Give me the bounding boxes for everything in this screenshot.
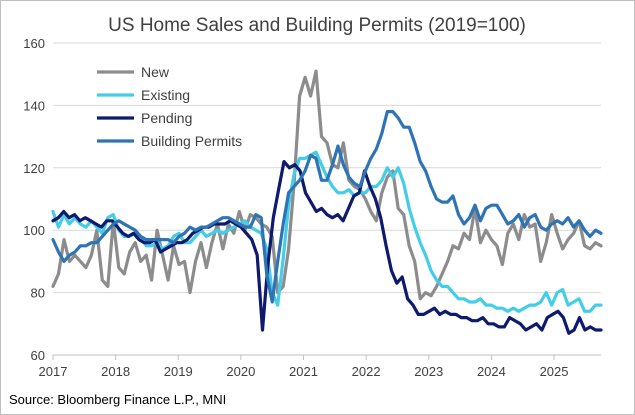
y-tick-label: 80 (31, 286, 45, 301)
x-tick-label: 2023 (414, 364, 443, 379)
y-tick-label: 140 (23, 98, 45, 113)
series-lines (51, 69, 603, 335)
legend: New Existing Pending Building Permits (97, 64, 242, 149)
legend-label-building-permits: Building Permits (141, 133, 242, 149)
series-line-pending (51, 160, 603, 335)
chart-title: US Home Sales and Building Permits (2019… (108, 15, 526, 36)
gridlines (53, 42, 601, 356)
y-axis-ticks: 60 80 100 120 140 160 (23, 36, 45, 363)
legend-label-pending: Pending (141, 110, 192, 126)
y-tick-label: 120 (23, 161, 45, 176)
x-tick-label: 2019 (164, 364, 193, 379)
x-tick-label: 2018 (101, 364, 130, 379)
x-tick-label: 2017 (39, 364, 68, 379)
x-tick-label: 2021 (289, 364, 318, 379)
y-tick-label: 100 (23, 223, 45, 238)
source-note: Source: Bloomberg Finance L.P., MNI (9, 392, 226, 407)
series-line-building-permits (51, 109, 603, 304)
legend-label-existing: Existing (141, 87, 190, 103)
x-axis-ticks: 2017 2018 2019 2020 2021 2022 2023 2024 2025 (39, 354, 601, 379)
x-tick-label: 2024 (477, 364, 506, 379)
legend-label-new: New (141, 64, 170, 80)
x-tick-label: 2022 (352, 364, 381, 379)
x-tick-label: 2020 (226, 364, 255, 379)
y-tick-label: 60 (31, 348, 45, 363)
y-tick-label: 160 (23, 36, 45, 51)
x-tick-label: 2025 (540, 364, 569, 379)
series-line-new (51, 69, 603, 301)
